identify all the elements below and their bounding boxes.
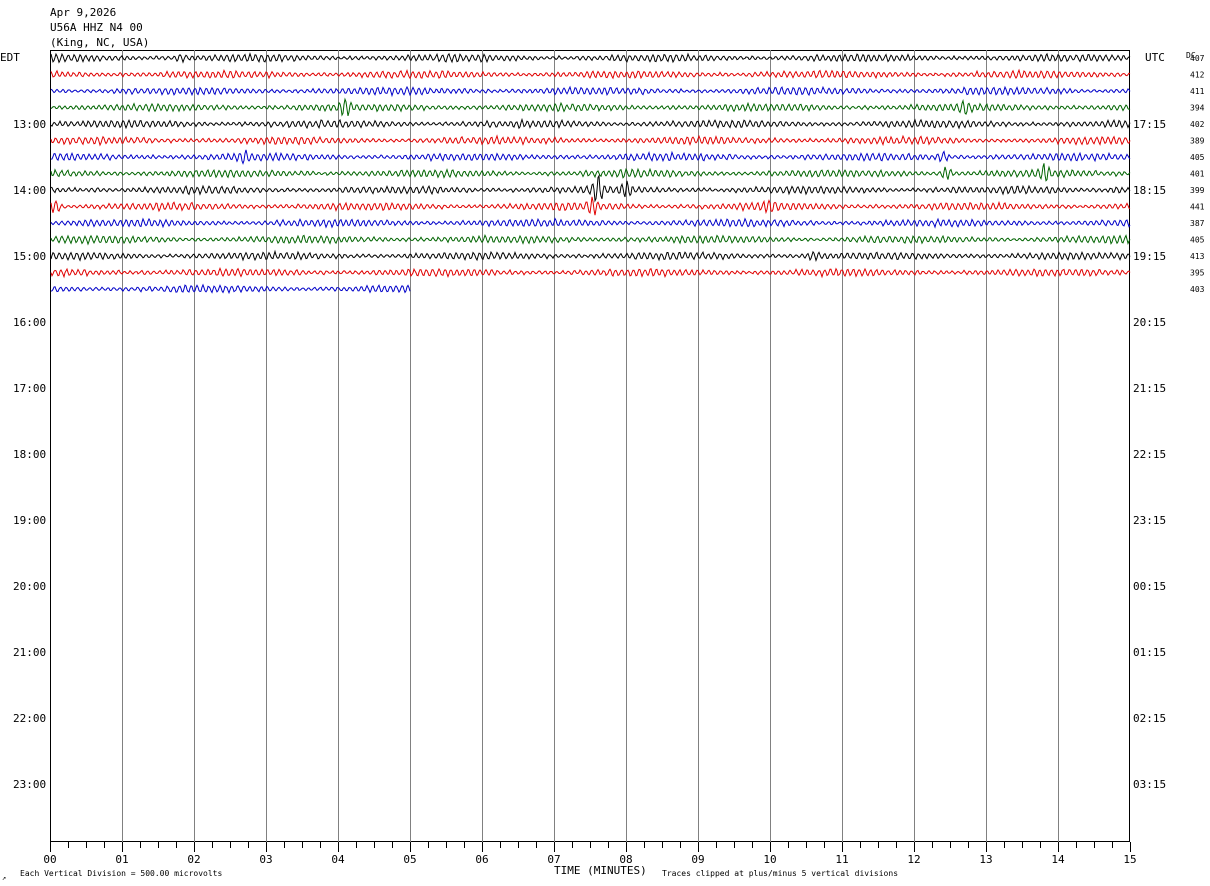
x-tick-label: 03	[259, 853, 272, 866]
dc-offset-value: 395	[1190, 269, 1205, 278]
dc-offset-labels: 407 412 411 394 402 389 405 401 399 441 387 405 413 3…	[1190, 54, 1205, 294]
edt-hour-label: 13:00	[13, 118, 46, 131]
dc-offset-value: 405	[1190, 153, 1205, 162]
edt-timezone-label: EDT	[0, 51, 20, 64]
dc-offset-value: 399	[1190, 186, 1205, 195]
minute-gridlines	[122, 50, 1059, 842]
corner-arrow-icon: ↗	[2, 874, 6, 882]
dc-offset-value: 411	[1190, 87, 1205, 96]
utc-hour-label: 03:15	[1133, 778, 1166, 791]
edt-hour-label: 23:00	[13, 778, 46, 791]
dc-offset-value: 412	[1190, 71, 1205, 80]
utc-hour-label: 17:15	[1133, 118, 1166, 131]
dc-offset-value: 441	[1190, 203, 1205, 212]
dc-offset-value: 389	[1190, 137, 1205, 146]
seismic-trace-line	[50, 52, 1131, 64]
utc-hour-label: 01:15	[1133, 646, 1166, 659]
utc-hour-label: 18:15	[1133, 184, 1166, 197]
edt-hour-label: 14:00	[13, 184, 46, 197]
seismic-trace-line	[50, 234, 1131, 246]
clip-note: Traces clipped at plus/minus 5 vertical …	[662, 869, 898, 878]
dc-offset-value: 413	[1190, 252, 1205, 261]
dc-offset-value: 401	[1190, 170, 1205, 179]
x-tick-label: 12	[907, 853, 920, 866]
dc-offset-value: 394	[1190, 104, 1205, 113]
edt-hour-label: 20:00	[13, 580, 46, 593]
x-tick-label: 02	[187, 853, 200, 866]
edt-hour-label: 15:00	[13, 250, 46, 263]
seismic-trace-line	[50, 217, 1131, 229]
seismic-trace-line	[50, 149, 1131, 165]
x-axis: 00 01 02 03 04 05 06 07 08 09 10 11 12 13 14 15	[43, 842, 1137, 866]
x-tick-label: 07	[547, 853, 560, 866]
seismic-trace-line	[50, 68, 1131, 80]
x-tick-label: 15	[1123, 853, 1136, 866]
dc-column-label: DC	[1186, 51, 1196, 60]
dc-offset-value: 405	[1190, 236, 1205, 245]
seismic-trace-line	[50, 163, 1131, 182]
x-tick-label: 14	[1051, 853, 1065, 866]
edt-hour-label: 16:00	[13, 316, 46, 329]
utc-hour-label: 22:15	[1133, 448, 1166, 461]
utc-hour-label: 21:15	[1133, 382, 1166, 395]
edt-hour-label: 17:00	[13, 382, 46, 395]
x-tick-label: 01	[115, 853, 128, 866]
x-tick-label: 10	[763, 853, 776, 866]
seismic-trace-line	[50, 267, 1131, 279]
dc-offset-value: 407	[1190, 54, 1205, 63]
x-tick-label: 11	[835, 853, 848, 866]
edt-hour-label: 19:00	[13, 514, 46, 527]
seismic-traces	[50, 52, 1131, 295]
plot-date: Apr 9,2026	[50, 6, 116, 19]
utc-hour-label: 19:15	[1133, 250, 1166, 263]
utc-hour-label: 00:15	[1133, 580, 1166, 593]
station-location: (King, NC, USA)	[50, 36, 149, 49]
seismic-trace-line	[50, 97, 1131, 117]
x-tick-label: 08	[619, 853, 632, 866]
x-tick-label: 00	[43, 853, 56, 866]
seismic-trace-line	[50, 85, 1131, 98]
seismic-trace-line	[50, 134, 1131, 147]
utc-hour-label: 20:15	[1133, 316, 1166, 329]
x-tick-label: 09	[691, 853, 704, 866]
station-code: U56A HHZ N4 00	[50, 21, 143, 34]
plot-frame	[50, 50, 1130, 842]
dc-offset-value: 403	[1190, 285, 1205, 294]
x-tick-label: 06	[475, 853, 488, 866]
edt-hour-label: 22:00	[13, 712, 46, 725]
edt-hour-label: 18:00	[13, 448, 46, 461]
utc-hour-label: 23:15	[1133, 514, 1166, 527]
seismic-trace-line	[50, 249, 1131, 262]
seismic-trace-line	[50, 174, 1131, 203]
time-labels: 13:00 17:15 14:00 18:15 15:00 19:15 16:00 20:15…	[13, 118, 1166, 791]
x-tick-label: 05	[403, 853, 416, 866]
x-tick-label: 13	[979, 853, 992, 866]
utc-hour-label: 02:15	[1133, 712, 1166, 725]
seismic-trace-line	[50, 283, 411, 295]
utc-timezone-label: UTC	[1145, 51, 1165, 64]
x-axis-title: TIME (MINUTES)	[554, 864, 647, 877]
edt-hour-label: 21:00	[13, 646, 46, 659]
scale-note: Each Vertical Division = 500.00 microvol…	[20, 869, 222, 878]
dc-offset-value: 402	[1190, 120, 1205, 129]
dc-offset-value: 387	[1190, 219, 1205, 228]
seismic-trace-line	[50, 196, 1131, 216]
x-tick-label: 04	[331, 853, 345, 866]
seismic-trace-line	[50, 117, 1131, 130]
